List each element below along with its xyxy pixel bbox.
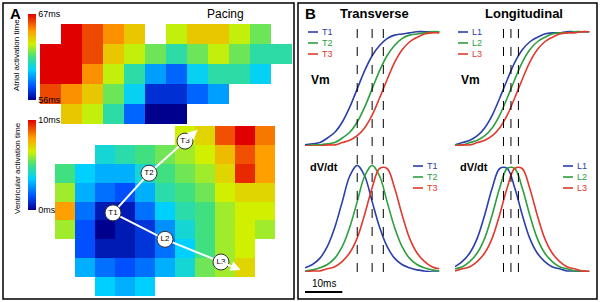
- svg-text:L3: L3: [577, 183, 587, 193]
- svg-text:T1: T1: [427, 161, 438, 171]
- svg-text:0ms: 0ms: [38, 205, 56, 215]
- svg-text:L1: L1: [472, 27, 482, 37]
- svg-text:Ventricular activation time: Ventricular activation time: [13, 122, 22, 214]
- svg-text:Longitudinal: Longitudinal: [485, 6, 563, 21]
- svg-text:L3: L3: [217, 257, 226, 266]
- svg-text:B: B: [305, 5, 316, 22]
- svg-text:Pacing: Pacing: [207, 7, 244, 21]
- svg-text:Vm: Vm: [461, 73, 480, 87]
- svg-text:T3: T3: [180, 136, 190, 145]
- svg-text:dV/dt: dV/dt: [310, 161, 338, 173]
- svg-text:T2: T2: [144, 168, 154, 177]
- svg-text:T2: T2: [322, 38, 333, 48]
- svg-text:L2: L2: [161, 234, 170, 243]
- svg-text:L3: L3: [472, 49, 482, 59]
- svg-text:56ms: 56ms: [38, 95, 61, 105]
- svg-text:L2: L2: [472, 38, 482, 48]
- svg-text:67ms: 67ms: [38, 9, 61, 19]
- svg-text:A: A: [10, 5, 21, 22]
- svg-text:T1: T1: [322, 27, 333, 37]
- svg-text:T1: T1: [108, 208, 118, 217]
- svg-text:dV/dt: dV/dt: [460, 161, 488, 173]
- svg-text:L2: L2: [577, 172, 587, 182]
- svg-text:Transverse: Transverse: [340, 6, 409, 21]
- svg-text:10ms: 10ms: [38, 115, 61, 125]
- svg-text:Vm: Vm: [311, 73, 330, 87]
- svg-text:L1: L1: [577, 161, 587, 171]
- svg-text:T3: T3: [322, 49, 333, 59]
- svg-text:T3: T3: [427, 183, 438, 193]
- svg-text:T2: T2: [427, 172, 438, 182]
- svg-text:10ms: 10ms: [312, 278, 336, 289]
- svg-text:Atrial activation time: Atrial activation time: [12, 19, 21, 91]
